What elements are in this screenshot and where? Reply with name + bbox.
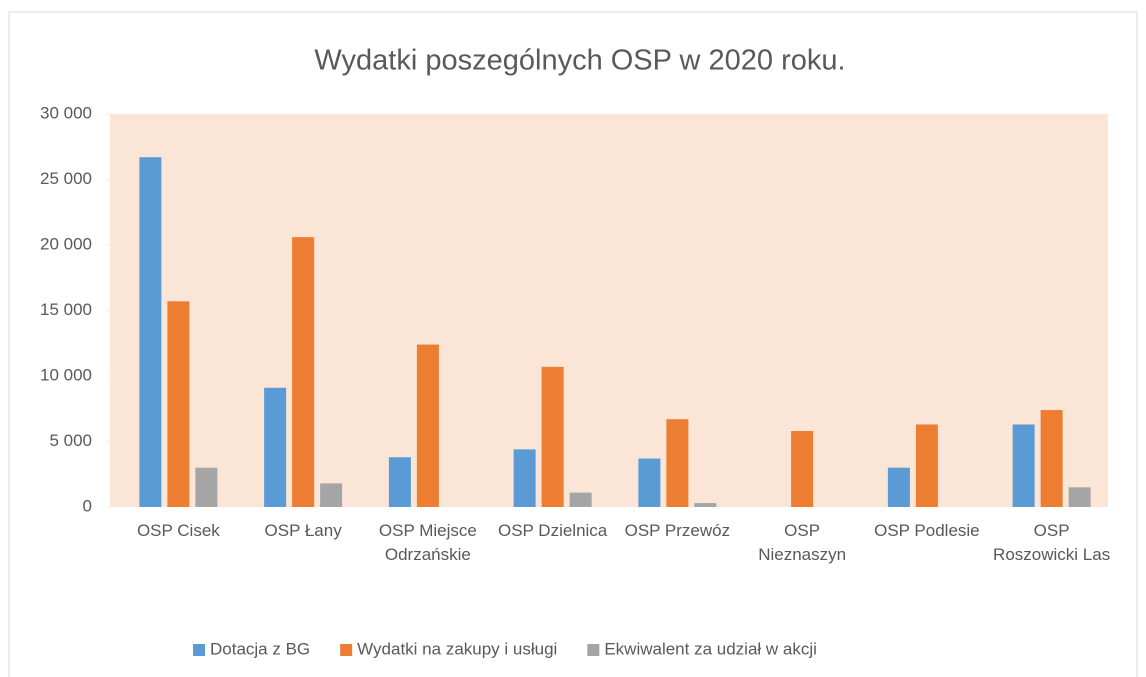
y-tick-label: 20 000 (40, 234, 92, 253)
bar (416, 344, 439, 507)
bar (1040, 410, 1063, 507)
bar (569, 492, 592, 507)
y-tick-label: 30 000 (40, 103, 92, 122)
bar (887, 467, 910, 507)
x-tick-label: OSP Nieznaszyn (758, 521, 847, 564)
legend-label: Ekwiwalent za udział w akcji (604, 639, 817, 658)
legend-swatch (193, 644, 205, 656)
x-tick-label: OSP Cisek (136, 521, 220, 540)
x-tick-label: OSP Przewóz (624, 521, 731, 540)
legend-swatch (587, 644, 600, 656)
y-tick-label: 0 (83, 496, 92, 515)
bar (292, 237, 315, 507)
bar (139, 157, 162, 508)
legend-swatch (340, 644, 353, 656)
plot-area (110, 114, 1108, 507)
bar (1068, 487, 1091, 507)
chart-title: Wydatki poszególnych OSP w 2020 roku. (314, 45, 845, 77)
x-tick-label: OSP Miejsce Odrzańskie (378, 521, 477, 564)
y-tick-label: 15 000 (40, 300, 92, 319)
bar (694, 503, 717, 507)
bar (638, 458, 661, 507)
bar (915, 424, 938, 507)
y-tick-label: 25 000 (40, 169, 92, 188)
x-tick-label: OSP Dzielnica (497, 521, 608, 540)
x-tick-label: OSP Podlesie (874, 521, 980, 540)
bar (167, 301, 190, 507)
bar (264, 387, 287, 507)
x-tick-label: OSP Roszowicki Las (993, 521, 1111, 564)
legend-label: Wydatki na zakupy i usługi (357, 639, 557, 658)
bar (320, 483, 343, 507)
bar (513, 449, 536, 507)
x-tick-label: OSP Łany (264, 521, 342, 540)
y-tick-label: 10 000 (40, 365, 92, 384)
bar (195, 467, 218, 507)
bar (541, 366, 564, 507)
bar (791, 431, 814, 507)
legend-label: Dotacja z BG (210, 639, 310, 658)
bar (666, 419, 689, 507)
y-tick-label: 5 000 (49, 431, 92, 450)
bar (388, 457, 411, 507)
bar (1012, 424, 1035, 507)
